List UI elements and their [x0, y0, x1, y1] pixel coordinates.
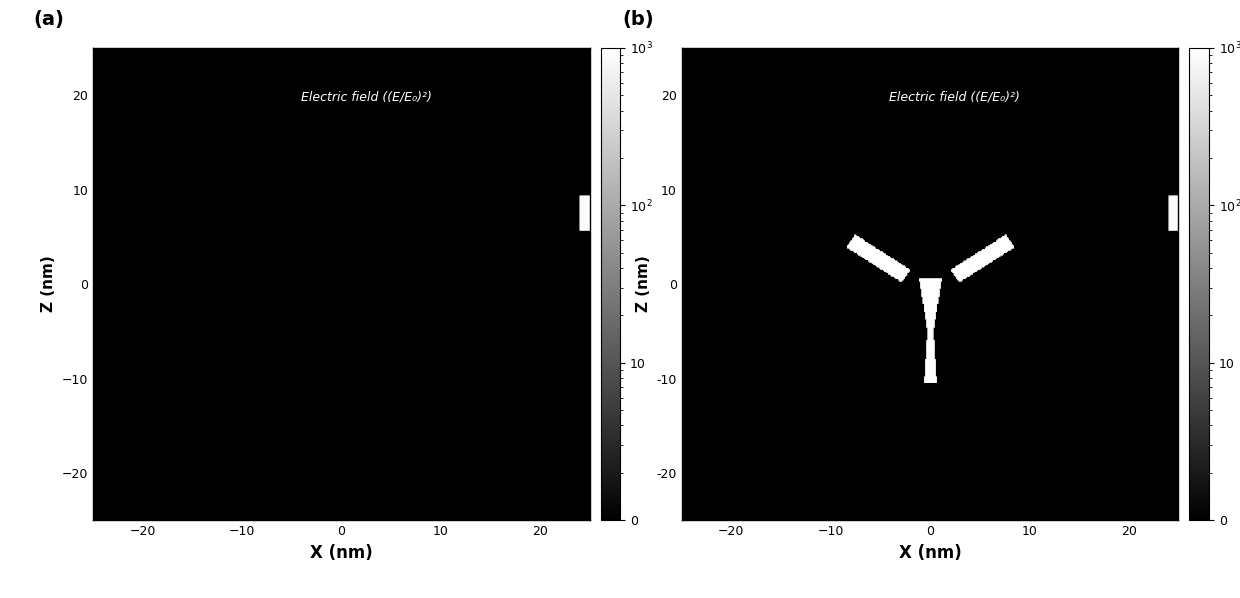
Text: Electric field ((E/E₀)²): Electric field ((E/E₀)²) — [301, 90, 432, 103]
Y-axis label: Z (nm): Z (nm) — [636, 256, 651, 312]
Text: (a): (a) — [33, 10, 64, 29]
Text: Electric field ((E/E₀)²): Electric field ((E/E₀)²) — [889, 90, 1021, 103]
X-axis label: X (nm): X (nm) — [899, 544, 961, 562]
X-axis label: X (nm): X (nm) — [310, 544, 373, 562]
Y-axis label: Z (nm): Z (nm) — [41, 256, 56, 312]
Text: (b): (b) — [622, 10, 653, 29]
